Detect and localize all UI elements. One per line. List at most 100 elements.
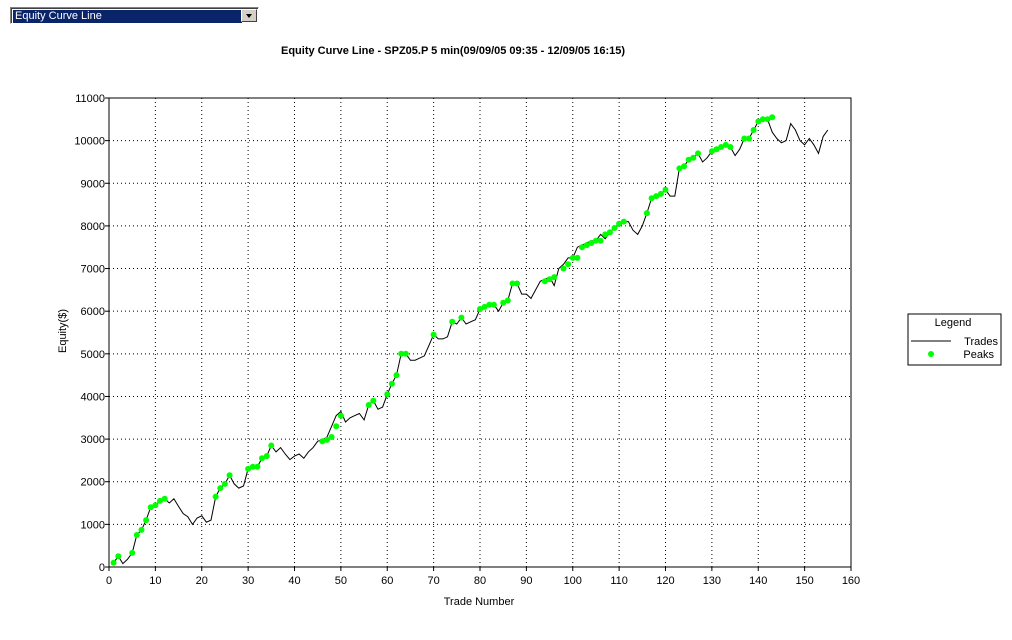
plot-area-frame: [108, 97, 852, 568]
peak-point: [449, 318, 456, 325]
peak-point: [221, 480, 228, 487]
dropdown-button[interactable]: [241, 9, 257, 22]
x-tick-label: 0: [106, 575, 112, 587]
chart-title: Equity Curve Line - SPZ05.P 5 min(09/09/…: [281, 45, 625, 57]
peak-point: [509, 280, 516, 287]
chart-type-selected-value: Equity Curve Line: [13, 10, 242, 23]
peak-point: [370, 397, 377, 404]
x-tick-label: 80: [474, 575, 486, 587]
x-tick-label: 110: [610, 575, 628, 587]
x-tick-label: 150: [795, 575, 813, 587]
peak-point: [161, 495, 168, 502]
peak-point: [606, 229, 613, 236]
y-tick-label: 1000: [81, 519, 105, 531]
trades-equity-line: [113, 118, 829, 565]
x-tick-label: 20: [196, 575, 208, 587]
peak-point: [365, 402, 372, 408]
peak-point: [268, 442, 275, 449]
peak-point: [481, 303, 488, 310]
peak-point: [115, 553, 122, 560]
peak-point: [333, 423, 340, 430]
x-tick-label: 10: [149, 575, 161, 587]
peak-point: [676, 165, 683, 172]
peak-point: [328, 434, 335, 440]
peak-point: [727, 144, 734, 150]
y-tick-label: 4000: [81, 391, 105, 403]
peak-point: [388, 380, 395, 387]
x-tick-label: 130: [703, 575, 721, 587]
peak-point: [588, 240, 595, 246]
peak-point: [616, 220, 623, 227]
peak-point: [504, 297, 511, 304]
y-tick-label: 3000: [81, 434, 105, 446]
chart-type-dropdown[interactable]: Equity Curve Line: [10, 7, 259, 24]
peak-point: [245, 465, 252, 472]
peak-point: [551, 274, 558, 281]
peak-point: [133, 532, 140, 538]
peak-point: [565, 261, 572, 268]
legend-label-peaks: Peaks: [963, 349, 994, 361]
x-tick-label: 160: [842, 575, 860, 587]
peak-point: [490, 301, 497, 308]
y-tick-label: 8000: [81, 221, 105, 233]
legend-box: [907, 313, 1002, 366]
peak-point: [541, 278, 548, 285]
peak-point: [643, 210, 650, 217]
x-tick-label: 120: [656, 575, 674, 587]
peak-point: [143, 517, 150, 524]
peak-point: [212, 493, 219, 500]
peak-point: [500, 299, 507, 306]
peak-point: [458, 314, 465, 321]
legend-label-trades: Trades: [964, 336, 998, 348]
peak-point: [592, 237, 599, 244]
peak-point: [602, 231, 609, 238]
peak-point: [722, 141, 729, 148]
peak-point: [259, 455, 265, 462]
peak-point: [254, 463, 261, 470]
peak-point: [157, 497, 163, 504]
peak-point: [648, 195, 655, 202]
legend: Legend Trades Peaks: [907, 313, 1002, 366]
peak-point: [477, 306, 483, 312]
peak-point: [398, 350, 405, 357]
peak-point: [755, 118, 762, 125]
peak-point: [695, 150, 701, 157]
peak-point: [393, 372, 400, 379]
peak-point: [263, 453, 270, 460]
peak-point: [138, 526, 145, 533]
y-tick-label: 9000: [81, 178, 105, 190]
x-tick-label: 100: [564, 575, 582, 587]
y-tick-label: 2000: [81, 477, 105, 489]
peak-point: [319, 438, 326, 445]
peak-point: [337, 412, 344, 419]
peak-point: [546, 276, 553, 283]
peak-point: [249, 463, 256, 470]
x-tick-label: 140: [749, 575, 767, 587]
peak-point: [750, 127, 757, 133]
peak-point: [384, 391, 391, 398]
peak-point: [718, 144, 725, 150]
x-axis-label: Trade Number: [444, 596, 515, 608]
peak-point: [690, 154, 697, 161]
peak-point: [217, 485, 224, 492]
peak-point: [574, 254, 581, 261]
y-tick-label: 0: [99, 562, 105, 574]
x-tick-label: 40: [288, 575, 300, 587]
peak-point: [759, 116, 766, 123]
y-axis-label: Equity($): [57, 309, 69, 353]
peak-point: [226, 472, 233, 479]
peak-point: [486, 301, 493, 308]
peak-point: [662, 186, 669, 193]
peak-point: [764, 116, 771, 123]
y-tick-label: 7000: [81, 264, 105, 276]
peak-point: [713, 146, 720, 153]
peak-point: [611, 225, 618, 231]
peak-point: [324, 436, 330, 443]
peak-point: [657, 190, 664, 197]
peak-point: [402, 350, 409, 357]
peak-point: [110, 559, 117, 566]
peak-point: [569, 254, 576, 261]
peak-point: [681, 163, 688, 170]
peak-point: [147, 504, 154, 511]
